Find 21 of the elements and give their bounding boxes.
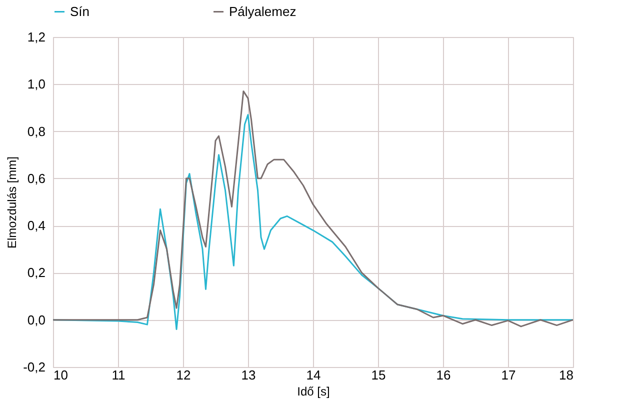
y-axis-title: Elmozdulás [mm] [5, 156, 20, 249]
y-tick-label: 1,0 [27, 76, 46, 92]
x-tick-label: 11 [112, 368, 126, 382]
y-tick-label: 0,4 [27, 218, 46, 234]
y-tick-label: -0,2 [23, 360, 46, 374]
legend-label: Pályalemez [229, 4, 296, 19]
y-tick-label: 0,8 [27, 124, 46, 139]
y-tick-label: 0,2 [27, 265, 46, 280]
x-tick-label: 13 [241, 368, 256, 382]
y-tick-label: 0,0 [27, 312, 46, 328]
x-tick-label: 17 [501, 368, 516, 382]
x-tick-label: 12 [176, 368, 191, 382]
x-tick-label: 18 [559, 368, 574, 382]
x-tick-label: 16 [436, 368, 451, 382]
x-tick-label: 15 [371, 368, 386, 382]
legend-label: Sín [70, 4, 90, 19]
y-tick-label: 1,2 [27, 30, 46, 44]
x-tick-label: 14 [306, 368, 321, 382]
x-axis-title: Idő [s] [297, 384, 330, 398]
x-tick-label: 10 [54, 368, 68, 382]
y-tick-label: 0,6 [27, 170, 46, 186]
